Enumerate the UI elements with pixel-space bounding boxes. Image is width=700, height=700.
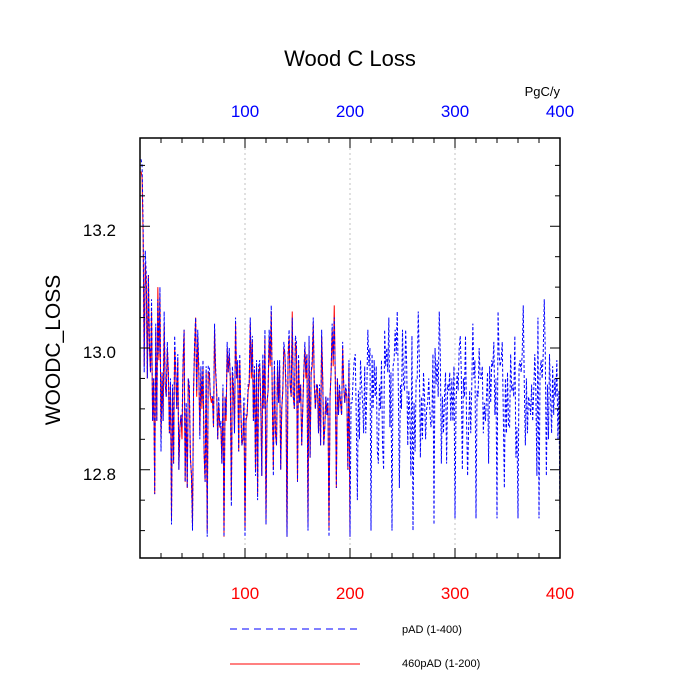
- chart-title: Wood C Loss: [284, 46, 416, 71]
- axis-ticks: [139, 138, 561, 558]
- x-bottom-tick-label: 400: [546, 584, 574, 603]
- legend-label: 460pAD (1-200): [402, 658, 480, 670]
- top-axis-unit: PgC/y: [525, 84, 561, 99]
- x-top-tick-labels: 100 200 300 400: [231, 102, 574, 121]
- data-series: [140, 159, 561, 537]
- x-top-tick-label: 400: [546, 102, 574, 121]
- plot-frame: [139, 137, 561, 559]
- x-bottom-tick-label: 300: [441, 584, 469, 603]
- x-top-tick-label: 300: [441, 102, 469, 121]
- x-top-tick-label: 200: [336, 102, 364, 121]
- x-bottom-tick-label: 100: [231, 584, 259, 603]
- series-line-pad: [140, 159, 561, 537]
- y-axis-label: WOODC_LOSS: [42, 275, 65, 426]
- y-tick-label: 13.2: [83, 221, 116, 240]
- y-tick-label: 13.0: [83, 343, 116, 362]
- y-tick-labels: 12.8 13.0 13.2: [83, 221, 116, 484]
- x-top-tick-label: 100: [231, 102, 259, 121]
- legend-label: pAD (1-400): [402, 624, 462, 636]
- x-bottom-tick-labels: 100 200 300 400: [231, 584, 574, 603]
- legend: pAD (1-400) 460pAD (1-200): [230, 624, 480, 670]
- y-tick-label: 12.8: [83, 465, 116, 484]
- series-line-460pad: [140, 171, 351, 537]
- x-bottom-tick-label: 200: [336, 584, 364, 603]
